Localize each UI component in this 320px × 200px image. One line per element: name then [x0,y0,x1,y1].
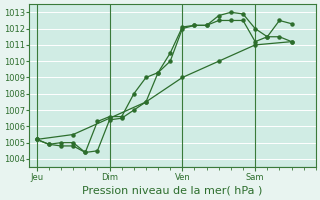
X-axis label: Pression niveau de la mer( hPa ): Pression niveau de la mer( hPa ) [83,186,263,196]
